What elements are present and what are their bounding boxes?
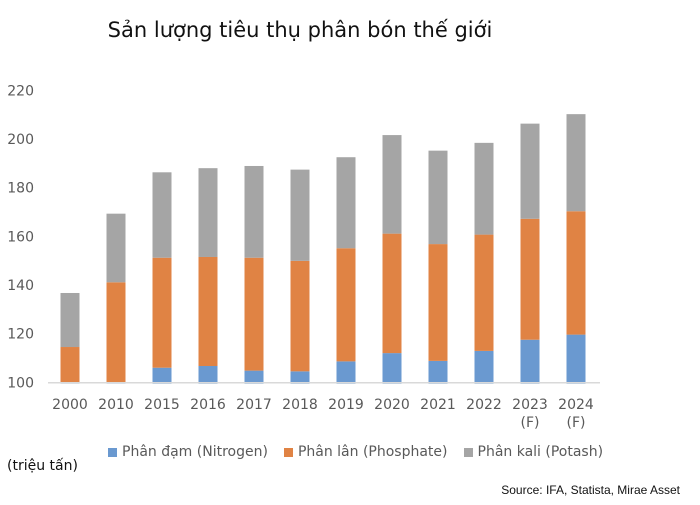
x-tick-label: 2010 — [98, 397, 134, 413]
bar-segment — [290, 371, 310, 384]
bar-segment — [152, 172, 172, 258]
x-tick-label: 2023 — [512, 397, 548, 413]
bar-segment — [428, 360, 448, 384]
legend-item-potash: Phân kali (Potash) — [463, 444, 604, 460]
legend-swatch — [108, 447, 117, 457]
bar-segment — [428, 150, 448, 245]
bar-segment — [336, 361, 356, 384]
unit-label: (triệu tấn) — [7, 458, 78, 474]
y-tick-label: 100 — [7, 375, 34, 391]
x-tick-label: 2015 — [144, 397, 180, 413]
x-tick-label: (F) — [521, 415, 540, 431]
bar-segment — [198, 168, 218, 257]
legend-label: Phân lân (Phosphate) — [297, 444, 448, 460]
bar-segment — [566, 334, 586, 384]
y-tick-label: 220 — [7, 83, 34, 99]
bar-segment — [198, 365, 218, 384]
x-tick-label: 2024 — [558, 397, 594, 413]
bar-segment — [520, 123, 540, 219]
bar-segment — [60, 347, 80, 384]
x-tick-label: 2000 — [52, 397, 88, 413]
bar-segment — [152, 257, 172, 368]
bar-segment — [198, 256, 218, 366]
bar-segment — [336, 157, 356, 249]
legend-label: Phân kali (Potash) — [477, 444, 604, 460]
y-tick-label: 140 — [7, 278, 34, 294]
bar-segment — [382, 135, 402, 234]
y-tick-label: 120 — [7, 327, 34, 343]
bar-segment — [566, 211, 586, 335]
bar-segment — [382, 233, 402, 354]
bar-segment — [106, 282, 126, 383]
x-tick-label: 2022 — [466, 397, 502, 413]
bar-segment — [244, 165, 264, 258]
bar-segment — [290, 169, 310, 261]
bar-segment — [244, 370, 264, 384]
bar-segment — [474, 142, 494, 235]
bar-segment — [152, 367, 172, 384]
x-tick-label: 2017 — [236, 397, 272, 413]
legend-item-phosphate: Phân lân (Phosphate) — [283, 444, 448, 460]
bar-segment — [474, 234, 494, 351]
bar-segment — [336, 248, 356, 362]
x-tick-label: 2018 — [282, 397, 318, 413]
legend-label: Phân đạm (Nitrogen) — [122, 444, 268, 460]
bar-segment — [106, 213, 126, 283]
legend-item-nitrogen: Phân đạm (Nitrogen) — [108, 444, 268, 460]
bar-segment — [520, 218, 540, 340]
x-tick-label: 2019 — [328, 397, 364, 413]
x-tick-label: 2016 — [190, 397, 226, 413]
x-tick-label: 2020 — [374, 397, 410, 413]
legend: Phân đạm (Nitrogen) Phân lân (Phosphate)… — [108, 444, 603, 460]
bar-segment — [520, 339, 540, 384]
bar-segment — [382, 353, 402, 384]
y-tick-label: 200 — [7, 132, 34, 148]
bar-segment — [244, 257, 264, 371]
legend-swatch — [283, 447, 293, 457]
bar-segment — [60, 292, 80, 348]
x-tick-label: 2021 — [420, 397, 456, 413]
bar-segment — [474, 350, 494, 384]
bar-segment — [566, 114, 586, 212]
bar-segment — [428, 244, 448, 361]
bar-segment — [290, 260, 310, 372]
legend-swatch — [463, 447, 473, 457]
chart-title: Sản lượng tiêu thụ phân bón thế giới — [107, 18, 493, 42]
x-tick-label: (F) — [567, 415, 586, 431]
y-tick-label: 180 — [7, 181, 34, 197]
y-tick-label: 160 — [7, 229, 34, 245]
source-note: Source: IFA, Statista, Mirae Asset — [501, 483, 680, 497]
